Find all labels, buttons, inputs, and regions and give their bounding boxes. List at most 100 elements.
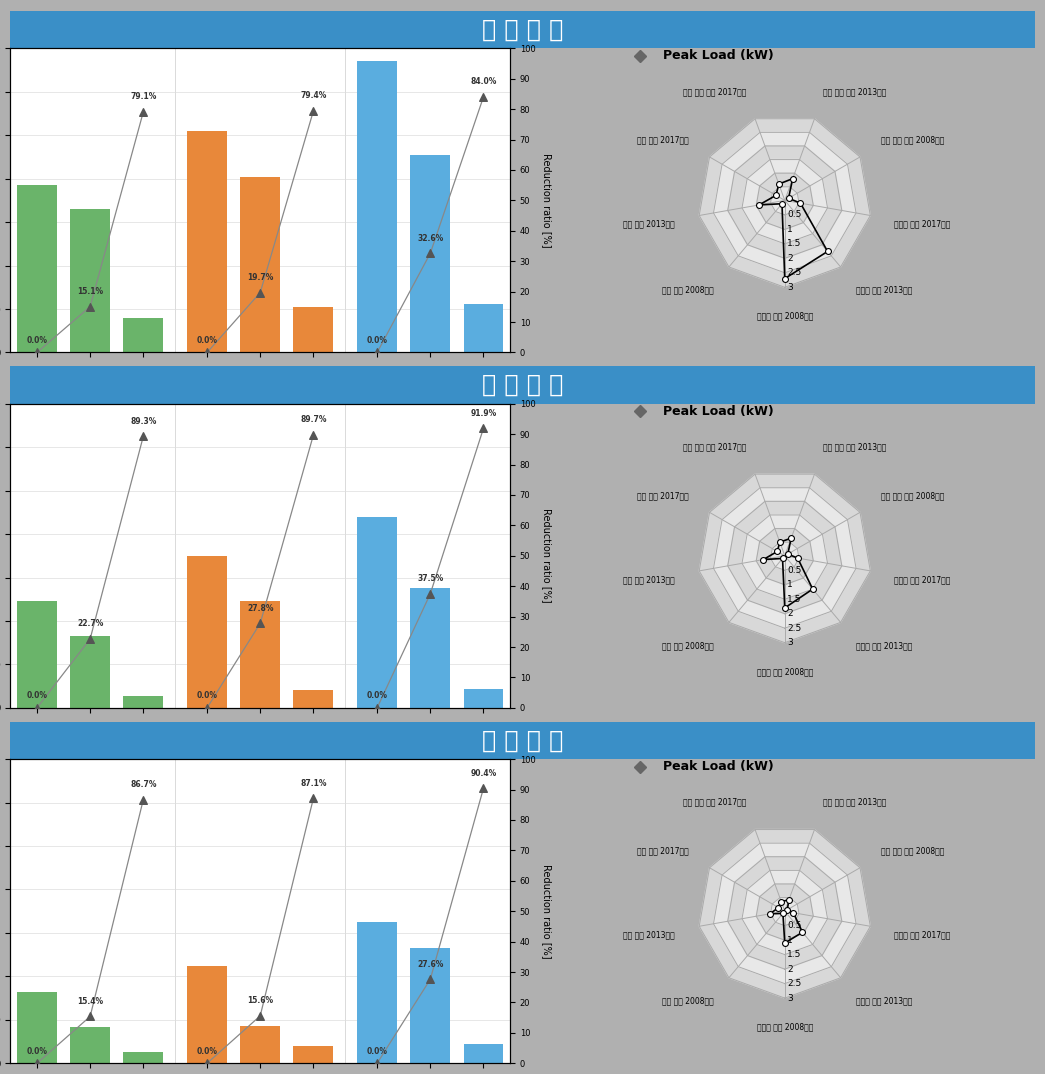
- Text: 바닥 복사 낙방 2008년도: 바닥 복사 낙방 2008년도: [881, 491, 945, 500]
- Point: [475, 88, 492, 105]
- Text: 0.0%: 0.0%: [26, 336, 47, 345]
- Text: 0.0%: 0.0%: [367, 692, 388, 700]
- Point: [199, 699, 215, 716]
- Point: [805, 580, 821, 597]
- Bar: [411, 155, 450, 352]
- Text: 15.6%: 15.6%: [248, 997, 274, 1005]
- Point: [769, 542, 786, 560]
- Point: [252, 1007, 269, 1025]
- Point: [369, 699, 386, 716]
- Point: [28, 1055, 45, 1072]
- Text: 2.5: 2.5: [787, 979, 802, 988]
- Text: 바닥 복사 낙방 2013년도: 바닥 복사 낙방 2013년도: [822, 798, 886, 807]
- Text: 상호 낙방: 상호 낙방: [418, 774, 442, 784]
- Text: 2.5: 2.5: [787, 624, 802, 633]
- Point: [773, 894, 790, 911]
- Text: 상호 낙방 2008년도: 상호 낙방 2008년도: [661, 997, 714, 1005]
- Text: 1: 1: [787, 224, 793, 234]
- Bar: [357, 923, 397, 1063]
- Y-axis label: Reduction ratio [%]: Reduction ratio [%]: [542, 154, 552, 248]
- Text: 공기식 낙방 2013년도: 공기식 낙방 2013년도: [856, 641, 912, 650]
- Point: [199, 1055, 215, 1072]
- Text: 공기식 낙방 2013년도: 공기식 낙방 2013년도: [856, 286, 912, 294]
- Point: [762, 905, 779, 923]
- Text: 1.5: 1.5: [787, 950, 802, 959]
- Point: [771, 534, 788, 551]
- Bar: [294, 691, 333, 708]
- Point: [369, 344, 386, 361]
- Text: 상호 낙방 2008년도: 상호 낙방 2008년도: [661, 641, 714, 650]
- Text: 중 부 지 역: 중 부 지 역: [482, 17, 563, 42]
- Point: [781, 190, 797, 207]
- Polygon shape: [757, 528, 813, 584]
- Text: 15.4%: 15.4%: [77, 997, 103, 1005]
- Text: 91.9%: 91.9%: [470, 409, 496, 418]
- Point: [785, 904, 802, 921]
- Text: 2: 2: [787, 609, 793, 619]
- Text: 1.5: 1.5: [787, 595, 802, 604]
- Polygon shape: [699, 474, 870, 642]
- Text: 남 부 지 역: 남 부 지 역: [482, 373, 563, 397]
- Bar: [123, 696, 163, 708]
- Polygon shape: [714, 488, 856, 628]
- Text: 상호 낙방 2013년도: 상호 낙방 2013년도: [624, 575, 675, 584]
- Polygon shape: [742, 514, 828, 599]
- Polygon shape: [699, 829, 870, 998]
- Text: 0.5: 0.5: [787, 921, 802, 930]
- Bar: [123, 1053, 163, 1063]
- Bar: [123, 318, 163, 352]
- Point: [305, 102, 322, 119]
- Text: 79.1%: 79.1%: [131, 92, 157, 101]
- Point: [199, 344, 215, 361]
- Polygon shape: [727, 857, 842, 969]
- Polygon shape: [757, 173, 813, 230]
- Point: [789, 550, 806, 567]
- Text: 상호 낙방 2013년도: 상호 낙방 2013년도: [624, 220, 675, 229]
- Point: [770, 175, 787, 192]
- Text: 87.1%: 87.1%: [300, 779, 327, 787]
- Text: 상호 낙방: 상호 낙방: [418, 419, 442, 429]
- Text: 22.7%: 22.7%: [77, 620, 103, 628]
- Point: [776, 934, 793, 952]
- Bar: [240, 1027, 280, 1063]
- Bar: [70, 636, 110, 708]
- Polygon shape: [770, 542, 799, 570]
- Text: 바닥 복사 낙방 2008년도: 바닥 복사 낙방 2008년도: [881, 846, 945, 856]
- Point: [82, 1007, 98, 1025]
- Text: 86.7%: 86.7%: [130, 780, 157, 789]
- Point: [794, 924, 811, 941]
- Point: [252, 614, 269, 632]
- Y-axis label: Reduction ratio [%]: Reduction ratio [%]: [542, 863, 552, 958]
- Text: 0.0%: 0.0%: [367, 336, 388, 345]
- Polygon shape: [727, 146, 842, 259]
- Point: [783, 529, 799, 547]
- Text: 제 주 지 역: 제 주 지 역: [482, 728, 563, 752]
- Text: 0.0%: 0.0%: [367, 1047, 388, 1056]
- Point: [776, 599, 793, 616]
- Text: 79.4%: 79.4%: [300, 91, 327, 100]
- Text: 15.1%: 15.1%: [77, 287, 103, 296]
- Point: [776, 270, 793, 287]
- Point: [792, 194, 809, 212]
- Text: 37.5%: 37.5%: [417, 575, 443, 583]
- Text: 1: 1: [787, 935, 793, 945]
- Bar: [17, 601, 56, 708]
- Point: [422, 971, 439, 988]
- Point: [770, 899, 787, 916]
- Point: [82, 297, 98, 315]
- Text: 상호 낙방 2017년도: 상호 낙방 2017년도: [636, 491, 689, 500]
- Text: 바닥 복사 낙방 2013년도: 바닥 복사 낙방 2013년도: [822, 87, 886, 96]
- Point: [422, 245, 439, 262]
- Text: 바닥 복사 낙방 2013년도: 바닥 복사 낙방 2013년도: [822, 442, 886, 451]
- Text: 상호 낙방 2017년도: 상호 낙방 2017년도: [636, 135, 689, 145]
- Polygon shape: [714, 843, 856, 984]
- Polygon shape: [727, 502, 842, 613]
- Text: 바닥 복사 낙방 2017년도: 바닥 복사 낙방 2017년도: [683, 87, 747, 96]
- Polygon shape: [770, 898, 799, 926]
- Text: 2.5: 2.5: [787, 268, 802, 277]
- Bar: [294, 1046, 333, 1063]
- Text: 0.0%: 0.0%: [196, 692, 217, 700]
- Point: [475, 780, 492, 797]
- Point: [369, 1055, 386, 1072]
- Bar: [240, 176, 280, 352]
